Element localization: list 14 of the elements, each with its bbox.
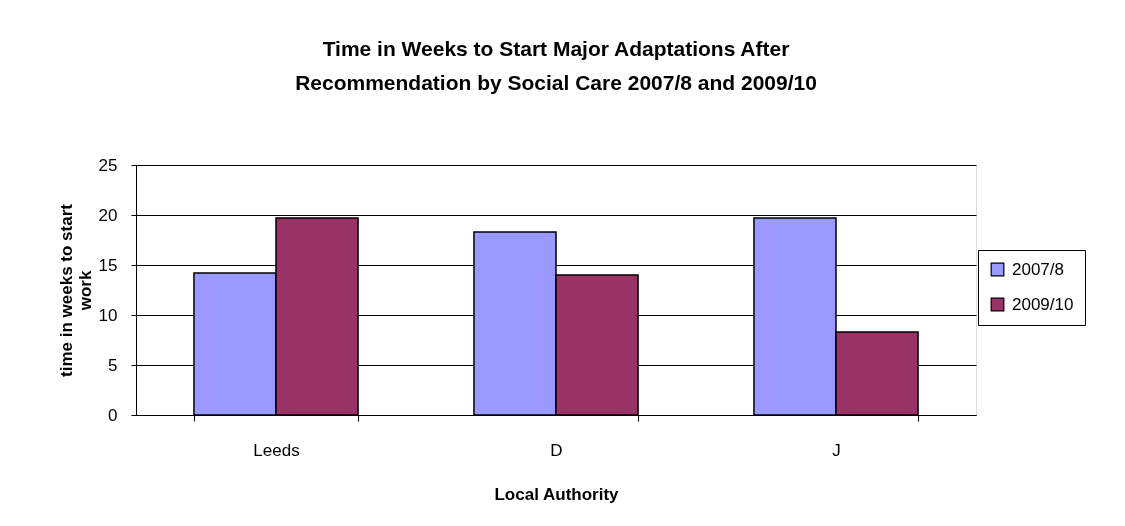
y-tick-label: 10 xyxy=(98,305,118,325)
x-tick-label: Leeds xyxy=(253,440,300,460)
y-tick-label: 15 xyxy=(98,255,118,275)
y-tick-label: 20 xyxy=(98,205,118,225)
x-tick-label: J xyxy=(832,440,841,460)
y-axis-title: time in weeks to start work xyxy=(56,203,95,377)
y-tick-label: 5 xyxy=(108,355,118,375)
y-tick-label: 25 xyxy=(98,155,118,175)
legend-label: 2007/8 xyxy=(1012,259,1064,279)
chart-title: Time in Weeks to Start Major Adaptations After Recommendation by Social Care 2007/8 and 2009/10 xyxy=(295,37,817,94)
x-tick-label: D xyxy=(550,440,563,460)
legend-label: 2009/10 xyxy=(1012,294,1074,314)
y-tick-label: 0 xyxy=(108,405,118,425)
x-axis-title: Local Authority xyxy=(494,484,620,504)
